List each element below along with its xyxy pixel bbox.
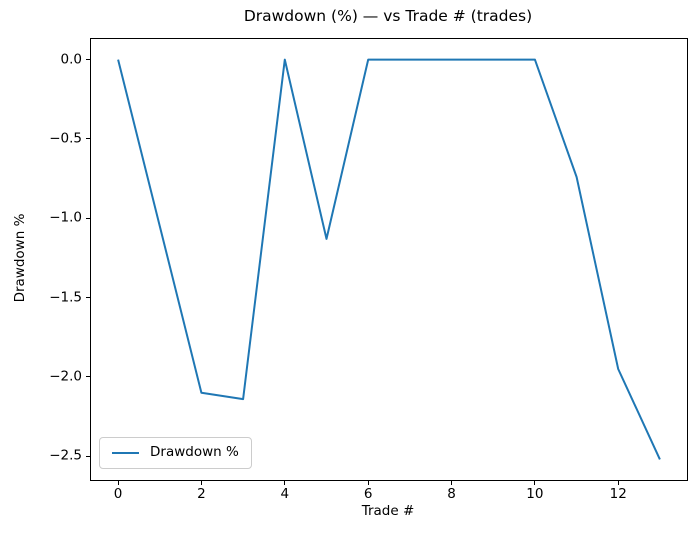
- x-tick-mark: [367, 480, 369, 485]
- plot-svg: [117, 58, 661, 460]
- x-tick-label: 8: [447, 486, 456, 502]
- y-tick-label: −2.5: [49, 447, 82, 464]
- y-tick-label: −2.0: [49, 368, 82, 385]
- legend-label: Drawdown %: [150, 444, 239, 461]
- x-tick-mark: [451, 480, 453, 485]
- x-tick-mark: [534, 480, 536, 485]
- x-tick-mark: [200, 480, 202, 485]
- x-tick-label: 4: [280, 486, 290, 502]
- y-tick-mark: [86, 376, 91, 378]
- drawdown-line: [117, 58, 661, 460]
- x-tick-label: 0: [113, 486, 123, 502]
- x-tick-label: 10: [526, 486, 544, 502]
- y-tick-label: −1.0: [49, 209, 82, 226]
- y-tick-mark: [86, 297, 91, 299]
- axes: Drawdown % 0 2 4 6 8 10 12 0.0 −0.5 −1.0 −1.5 −2.0 −…: [49, 38, 688, 501]
- y-tick-label: −0.5: [49, 130, 82, 147]
- x-tick-label: 6: [363, 486, 373, 502]
- legend-line-sample: [112, 452, 139, 455]
- x-tick-label: 12: [609, 486, 627, 502]
- y-axis-label: Drawdown %: [12, 213, 28, 303]
- y-tick-mark: [86, 217, 91, 219]
- x-tick-mark: [617, 480, 619, 485]
- y-tick-label: −1.5: [49, 288, 82, 305]
- legend: Drawdown %: [99, 437, 252, 469]
- chart-title: Drawdown (%) — vs Trade # (trades): [243, 7, 533, 25]
- y-tick-mark: [86, 455, 91, 457]
- x-tick-label: 2: [197, 486, 206, 502]
- y-tick-mark: [86, 138, 91, 140]
- x-axis-label: Trade #: [361, 503, 415, 519]
- x-tick-mark: [284, 480, 286, 485]
- y-tick-mark: [86, 59, 91, 61]
- y-tick-label: 0.0: [60, 50, 82, 67]
- x-tick-mark: [117, 480, 119, 485]
